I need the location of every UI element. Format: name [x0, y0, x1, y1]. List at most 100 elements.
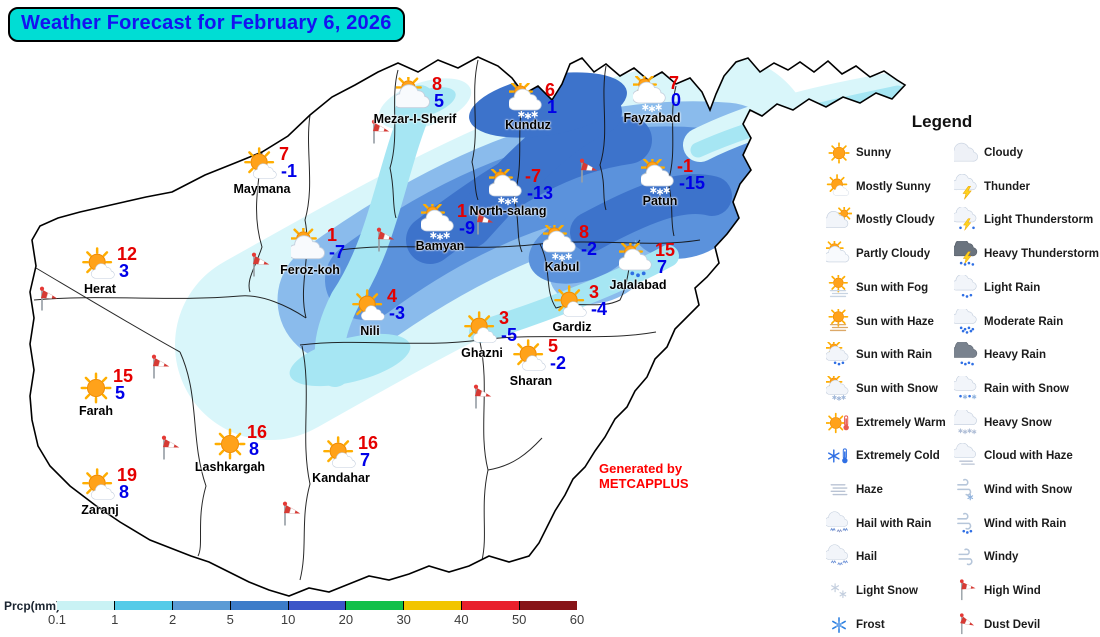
legend-item: Heavy Thunderstorm [950, 238, 1100, 267]
haze-icon [826, 477, 852, 503]
hail-rain-icon [824, 511, 852, 537]
city-low-temp: -1 [281, 161, 298, 181]
legend-item: High Wind [954, 578, 1098, 604]
legend-item-label: Sunny [856, 147, 892, 159]
windsock-icon [276, 500, 306, 530]
city-name: Kabul [544, 260, 580, 274]
legend-item-label: Heavy Thunderstorm [984, 248, 1100, 261]
city-low-temp: -15 [679, 173, 706, 193]
partly-cloudy-icon [392, 73, 434, 115]
legend-item-label: Moderate Rain [984, 315, 1064, 328]
legend-column: Sunny Mostly Sunny Mostly Cloudy Partly … [822, 140, 952, 637]
legend-item-label: Mostly Sunny [856, 180, 931, 193]
precip-color-segment [171, 601, 230, 610]
windsock-icon [370, 226, 400, 256]
sun-snow-icon [419, 199, 459, 242]
sun-rain-icon [617, 238, 657, 281]
sun-fog-icon [826, 272, 852, 301]
city-name: Feroz-koh [280, 263, 340, 277]
mostly-sunny-icon [243, 147, 281, 185]
precip-color-segment [229, 601, 288, 610]
legend-item-label: Windy [984, 551, 1019, 564]
legend-item-label: Extremely Warm [856, 416, 946, 429]
mostly-sunny-icon [512, 339, 550, 377]
city-high-temp: 15 [113, 366, 134, 386]
precip-scale-label: Prcp(mm) [4, 599, 61, 613]
city-high-temp: 1 [457, 201, 468, 221]
title-bar: Weather Forecast for February 6, 2026 [8, 7, 405, 42]
city-high-temp: 19 [117, 465, 138, 485]
legend-item-label: Light Snow [856, 585, 918, 598]
mostly-sunny-icon [826, 173, 852, 200]
legend-item: Light Snow [826, 578, 952, 604]
moderate-rain-icon [951, 306, 980, 335]
legend-item: Extremely Warm [825, 410, 952, 436]
legend-item-label: Frost [856, 618, 885, 631]
sun-snow-icon [541, 220, 581, 263]
hail-icon [824, 544, 852, 570]
city-low-temp: -5 [501, 325, 518, 345]
legend-title: Legend [911, 112, 973, 131]
legend-item: Cloud with Haze [952, 443, 1098, 469]
legend-item-label: Extremely Cold [856, 450, 940, 463]
legend-item: Light Rain [951, 273, 1098, 301]
city-high-temp: 3 [499, 308, 510, 328]
legend-item-label: Sun with Fog [856, 281, 929, 294]
legend-item-label: Dust Devil [984, 618, 1041, 631]
mostly-sunny-icon [81, 247, 119, 285]
city-low-temp: 3 [119, 261, 130, 281]
legend-item-label: Haze [856, 484, 883, 497]
city-low-temp: -2 [581, 239, 598, 259]
rain-snow-icon [951, 374, 980, 402]
cloud-haze-icon [952, 443, 980, 469]
city-name: Zaranj [81, 503, 119, 517]
legend-item: Cloudy [948, 140, 1098, 166]
precip-color-segment [345, 601, 404, 610]
city-name: Sharan [509, 374, 553, 388]
precip-tick-label: 30 [396, 612, 411, 627]
legend-item-label: Light Thunderstorm [984, 214, 1094, 227]
mostly-sunny-icon [81, 468, 119, 506]
city-high-temp: 3 [589, 282, 600, 302]
sun-snow-icon [639, 154, 679, 197]
legend-item: Sun with Snow [825, 373, 952, 402]
city-low-temp: -13 [527, 183, 554, 203]
legend-item-label: Thunder [984, 180, 1030, 193]
city-low-temp: -2 [550, 353, 567, 373]
precip-color-segment [403, 601, 462, 610]
partly-cloudy-icon [823, 238, 852, 267]
cloudy-icon [948, 140, 980, 166]
legend-item-label: High Wind [984, 585, 1041, 598]
mostly-sunny-icon [553, 285, 591, 323]
city-high-temp: 5 [548, 336, 559, 356]
legend-panel: Legend Sunny Mostly Sunny Mostly Cloudy … [822, 112, 1100, 637]
city-high-temp: 8 [432, 74, 443, 94]
legend-item: Dust Devil [954, 612, 1098, 637]
city-name: Gardiz [552, 320, 592, 334]
legend-item: Hail with Rain [824, 511, 952, 537]
legend-item: Rain with Snow [951, 374, 1098, 402]
windsock-icon [33, 285, 63, 315]
legend-item-label: Mostly Cloudy [856, 214, 935, 227]
province-borders [33, 59, 701, 581]
city-low-temp: -9 [459, 218, 476, 238]
legend-item-label: Light Rain [984, 281, 1041, 294]
credit-line2: METCAPPLUS [599, 476, 689, 491]
legend-item: Sun with Fog [826, 272, 952, 301]
city-low-temp: 5 [115, 383, 126, 403]
country-border [29, 56, 907, 597]
city-low-temp: -3 [389, 303, 406, 323]
legend-item: Light Thunderstorm [951, 206, 1098, 233]
legend-item-label: Wind with Rain [984, 517, 1067, 530]
city-name: Bamyan [415, 239, 465, 253]
precip-colorbar [57, 601, 578, 610]
legend-item-label: Partly Cloudy [856, 248, 931, 261]
sun-haze-icon [826, 306, 852, 335]
sun-snow-icon [825, 373, 852, 402]
legend-item: Windy [954, 544, 1098, 570]
precip-tick-label: 0.1 [47, 612, 67, 627]
city-name: Kunduz [505, 118, 551, 132]
legend-columns: Sunny Mostly Sunny Mostly Cloudy Partly … [822, 140, 1100, 637]
heavy-thunderstorm-icon [950, 238, 980, 267]
